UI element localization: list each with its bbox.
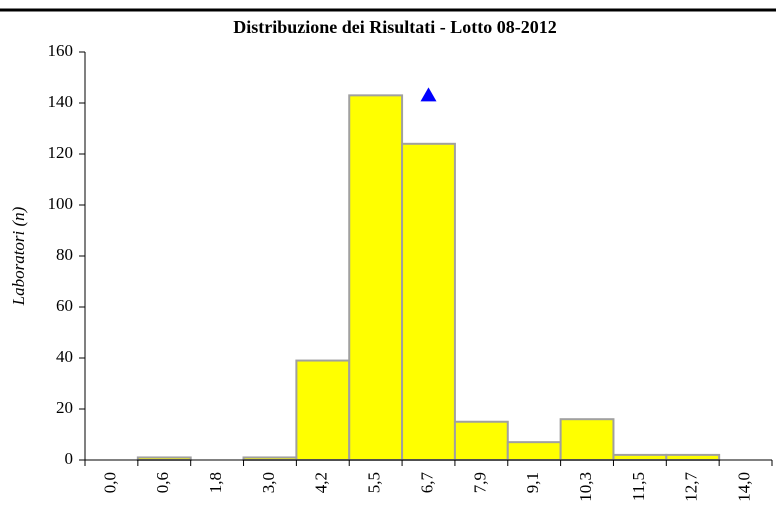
x-tick-label: 5,5: [365, 472, 384, 493]
bar: [559, 418, 615, 462]
x-tick-label: 12,7: [682, 472, 701, 502]
bar: [348, 94, 404, 461]
bar: [453, 420, 509, 461]
y-tick-label: 60: [56, 296, 73, 315]
x-tick-label: 10,3: [576, 472, 595, 502]
y-tick-label: 40: [56, 347, 73, 366]
x-tick-label: 3,0: [259, 472, 278, 493]
y-tick-label: 160: [48, 41, 74, 60]
x-tick-label: 4,2: [312, 472, 331, 493]
bar: [401, 142, 456, 462]
x-tick-label: 0,0: [100, 472, 119, 493]
bar: [612, 453, 668, 461]
x-tick-label: 11,5: [629, 472, 648, 501]
x-tick-label: 1,8: [206, 472, 225, 493]
x-tick-label: 9,1: [523, 472, 542, 493]
y-tick-label: 20: [56, 398, 73, 417]
y-tick-label: 120: [48, 143, 74, 162]
chart-title: Distribuzione dei Risultati - Lotto 08-2…: [233, 17, 557, 37]
x-tick-label: 14,0: [734, 472, 753, 502]
bar: [665, 453, 721, 461]
y-axis-label: Laboratori (n): [9, 206, 28, 306]
y-tick-label: 80: [56, 245, 73, 264]
x-tick-label: 0,6: [153, 472, 172, 493]
bar: [295, 359, 351, 461]
y-tick-label: 140: [48, 92, 74, 111]
y-tick-label: 100: [48, 194, 74, 213]
bar: [506, 441, 562, 461]
y-tick-label: 0: [65, 449, 74, 468]
x-tick-label: 6,7: [417, 472, 436, 494]
x-tick-label: 7,9: [470, 472, 489, 493]
marker: [420, 87, 437, 102]
